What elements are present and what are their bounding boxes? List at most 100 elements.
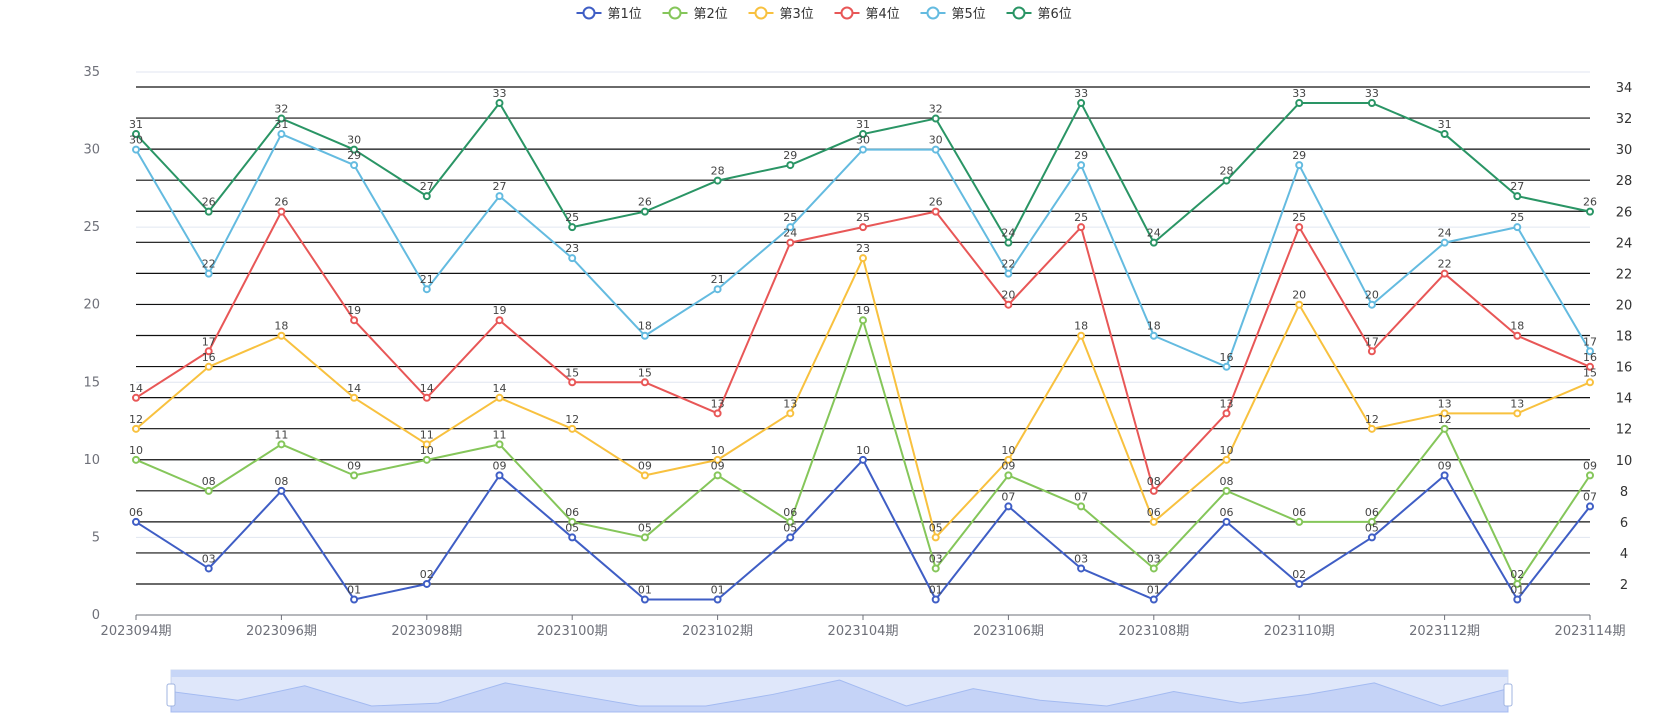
data-label: 17	[1583, 335, 1597, 348]
data-point	[1077, 331, 1086, 340]
data-point	[931, 533, 940, 542]
right-tick-label: 22	[1616, 267, 1633, 282]
data-point	[786, 238, 795, 247]
data-point	[1440, 238, 1449, 247]
data-point	[786, 223, 795, 232]
data-point	[859, 254, 867, 263]
data-label: 21	[711, 273, 725, 286]
data-label: 12	[565, 413, 579, 426]
data-point	[1004, 471, 1013, 480]
data-label: 18	[1074, 320, 1088, 333]
right-tick-label: 4	[1620, 547, 1628, 562]
data-label: 05	[929, 521, 943, 534]
data-zoom-slider[interactable]	[166, 669, 1513, 713]
data-point	[1586, 378, 1594, 387]
right-tick-label: 14	[1616, 392, 1633, 407]
data-label: 23	[565, 242, 579, 255]
data-point	[859, 455, 867, 464]
data-point	[1367, 99, 1376, 108]
data-label: 17	[1365, 335, 1379, 348]
right-tick-label: 32	[1616, 112, 1633, 127]
data-label: 08	[202, 475, 216, 488]
legend-item-3[interactable]: 第3位	[748, 6, 814, 22]
data-point	[350, 471, 359, 480]
data-point	[132, 424, 140, 433]
data-label: 05	[565, 521, 579, 534]
data-label: 16	[1220, 351, 1234, 364]
legend-marker	[1012, 6, 1026, 20]
data-label: 25	[1292, 211, 1306, 224]
data-point	[277, 331, 286, 340]
data-label: 11	[420, 428, 434, 441]
data-label: 01	[711, 583, 725, 596]
legend-marker	[754, 6, 768, 20]
right-tick-label: 16	[1616, 361, 1633, 376]
data-label: 18	[1147, 320, 1161, 333]
data-point	[1222, 517, 1231, 526]
data-point	[1077, 502, 1086, 511]
left-tick-label: 0	[92, 608, 100, 623]
data-label: 03	[1074, 552, 1088, 565]
legend-item-1[interactable]: 第1位	[576, 6, 642, 22]
data-label: 29	[783, 149, 797, 162]
data-label: 29	[347, 149, 361, 162]
data-label: 31	[1438, 118, 1452, 131]
data-point	[1295, 99, 1304, 108]
data-label: 22	[1438, 258, 1452, 271]
data-label: 23	[856, 242, 870, 255]
right-tick-label: 8	[1620, 485, 1628, 500]
data-point	[1077, 564, 1086, 573]
data-label: 10	[856, 444, 870, 457]
data-label: 25	[1510, 211, 1524, 224]
legend-item-5[interactable]: 第5位	[920, 6, 986, 22]
data-label: 18	[638, 320, 652, 333]
zoom-move-bar[interactable]	[171, 670, 1508, 677]
data-point	[1513, 223, 1522, 232]
data-point	[1295, 517, 1304, 526]
zoom-handle-right[interactable]	[1503, 683, 1513, 707]
data-point	[640, 207, 649, 216]
data-point	[1586, 502, 1594, 511]
data-label: 20	[1292, 289, 1306, 302]
data-label: 31	[856, 118, 870, 131]
data-label: 09	[347, 459, 361, 472]
data-label: 32	[274, 103, 288, 116]
legend: 第1位 第2位 第3位 第4位 第5位 第6位	[576, 6, 1072, 22]
left-tick-label: 10	[83, 453, 100, 468]
data-labels-layer: 06 03 08 01 02 09 05 01 01 05 10 01 07 03 01 06 02 05 09 01…	[129, 87, 1597, 596]
data-point	[1149, 238, 1158, 247]
data-point	[786, 161, 795, 170]
data-point	[1222, 362, 1231, 371]
left-tick-label: 25	[83, 220, 100, 235]
data-point	[1077, 223, 1086, 232]
data-label: 33	[1292, 87, 1306, 100]
data-label: 15	[565, 366, 579, 379]
data-point	[204, 347, 213, 356]
data-point	[1004, 238, 1013, 247]
series-2	[132, 316, 1594, 588]
legend-item-4[interactable]: 第4位	[834, 6, 900, 22]
data-point	[204, 486, 213, 495]
data-point	[495, 99, 504, 108]
data-point	[786, 517, 795, 526]
zoom-handle-left[interactable]	[166, 683, 176, 707]
data-point	[568, 533, 577, 542]
data-label: 05	[783, 521, 797, 534]
data-point	[277, 440, 286, 449]
legend-item-6[interactable]: 第6位	[1006, 6, 1072, 22]
data-point	[132, 517, 140, 526]
series-3	[132, 254, 1594, 542]
data-label: 19	[493, 304, 507, 317]
left-tick-label: 15	[83, 375, 100, 390]
x-tick-label: 2023104期	[828, 624, 899, 639]
data-point	[277, 114, 286, 123]
data-point	[350, 161, 359, 170]
legend-item-2[interactable]: 第2位	[662, 6, 728, 22]
data-point	[350, 145, 359, 154]
data-label: 06	[565, 506, 579, 519]
data-point	[350, 393, 359, 402]
data-point	[1367, 300, 1376, 309]
data-point	[1513, 595, 1522, 604]
right-tick-label: 34	[1616, 81, 1633, 96]
